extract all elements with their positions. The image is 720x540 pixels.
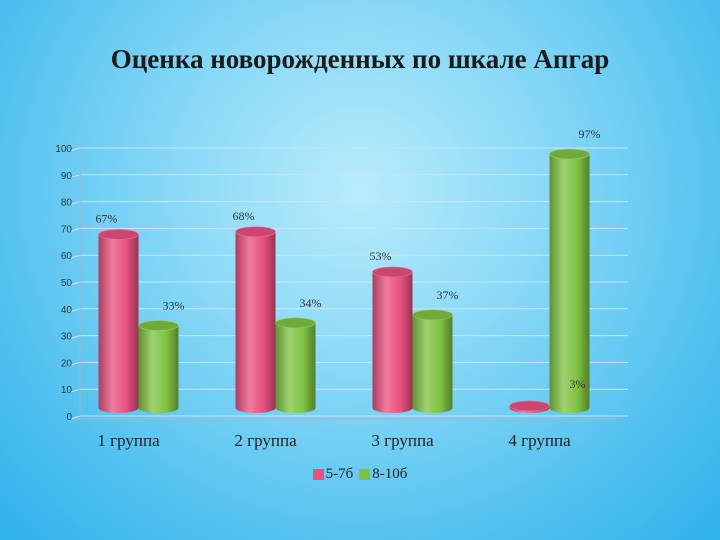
- y-tick-label: 50: [61, 278, 73, 289]
- data-label: 53%: [370, 249, 392, 263]
- y-tick-label: 40: [61, 305, 73, 316]
- bar-1-3: [372, 266, 413, 413]
- data-label: 67%: [96, 211, 118, 225]
- gridline-wall: [67, 254, 81, 260]
- y-tick-label: 60: [61, 251, 73, 262]
- y-tick-label: 70: [61, 224, 73, 235]
- y-axis: 0 10 20 30 40 50 60 70 80 90 100: [55, 144, 81, 423]
- bar-2-3: [412, 309, 453, 413]
- bar-2-1: [138, 320, 179, 413]
- data-label: 97%: [579, 127, 601, 141]
- data-label: 34%: [300, 296, 322, 310]
- y-tick-label: 90: [61, 171, 73, 182]
- bars: [98, 148, 590, 414]
- legend-item-series2: 8-10б: [359, 466, 407, 483]
- y-tick-label: 0: [66, 412, 72, 423]
- data-label: 68%: [233, 209, 255, 223]
- gridline-wall: [67, 388, 81, 394]
- gridline-wall: [67, 335, 81, 340]
- gridline-wall: [67, 201, 81, 206]
- gridline-wall: [67, 308, 81, 313]
- page-title: Оценка новорожденных по шкале Апгар: [110, 44, 610, 74]
- data-label: 33%: [163, 299, 185, 313]
- y-tick-label: 20: [61, 358, 73, 369]
- gridline-wall: [67, 361, 81, 367]
- x-axis: 1 группа 2 группа 3 группа 4 группа: [97, 431, 571, 450]
- y-tick-label: 10: [61, 385, 73, 396]
- bar-2-2: [275, 317, 316, 413]
- y-tick-label: 100: [55, 144, 72, 155]
- y-tick-label: 30: [61, 332, 73, 343]
- bar-1-4: [509, 400, 550, 413]
- data-labels: 67% 33% 68% 34% 53% 37% 3% 97%: [96, 127, 601, 391]
- bar-1-1: [98, 229, 139, 413]
- gridline-wall: [67, 147, 81, 153]
- y-tick-label: 80: [61, 198, 73, 209]
- x-tick-label: 3 группа: [371, 431, 434, 450]
- data-label: 37%: [437, 288, 459, 302]
- gridline-wall: [67, 281, 81, 287]
- gridline-wall: [67, 415, 81, 421]
- legend: 5-7б 8-10б: [0, 466, 720, 483]
- data-label: 3%: [570, 377, 586, 391]
- gridline-wall: [67, 227, 81, 233]
- legend-item-series1: 5-7б: [312, 466, 354, 483]
- legend-swatch: [359, 469, 371, 480]
- bar-2-4: [549, 148, 590, 414]
- x-tick-label: 2 группа: [234, 431, 297, 450]
- legend-label: 5-7б: [325, 466, 354, 482]
- x-tick-label: 4 группа: [508, 431, 571, 450]
- x-tick-label: 1 группа: [97, 431, 160, 450]
- gridline-wall: [67, 174, 81, 179]
- legend-swatch: [312, 469, 324, 480]
- bar-1-2: [235, 226, 276, 413]
- legend-label: 8-10б: [372, 466, 408, 482]
